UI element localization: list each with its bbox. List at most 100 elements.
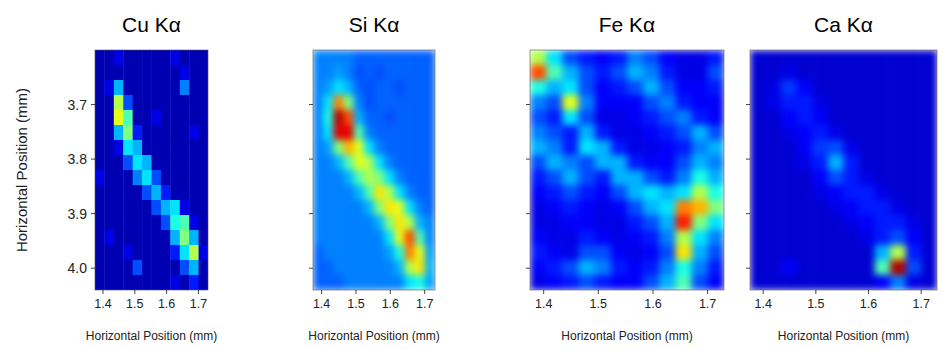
heatmap-cell: [906, 185, 922, 200]
heatmap-cell: [562, 50, 579, 65]
heatmap-cell: [95, 140, 105, 155]
heatmap-cell: [546, 245, 563, 260]
heatmap-cell: [844, 50, 860, 65]
heatmap-cells: [530, 50, 724, 290]
heatmap-cell: [394, 110, 405, 125]
heatmap-cell: [692, 260, 709, 275]
heatmap-cell: [152, 245, 162, 260]
heatmap-cell: [323, 200, 334, 215]
heatmap-cell: [659, 125, 676, 140]
heatmap-cell: [384, 50, 395, 65]
heatmap-cells: [313, 50, 435, 290]
heatmap-cell: [152, 275, 162, 290]
y-tick: [309, 268, 313, 269]
heatmap-cell: [781, 140, 797, 155]
heatmap-cell: [530, 215, 547, 230]
heatmap-cell: [323, 275, 334, 290]
heatmap-cell: [95, 260, 105, 275]
heatmap-cell: [546, 140, 563, 155]
heatmap-cell: [189, 275, 199, 290]
heatmap-cell: [921, 110, 937, 125]
heatmap-cell: [95, 110, 105, 125]
heatmap-cell: [530, 275, 547, 290]
heatmap-cell: [405, 170, 416, 185]
heatmap-cell: [104, 215, 114, 230]
heatmap-cell: [142, 50, 152, 65]
x-tick-label: 1.7: [190, 297, 207, 311]
heatmap-cell: [530, 110, 547, 125]
heatmap-cell: [595, 230, 612, 245]
heatmap-cell: [659, 155, 676, 170]
heatmap-cell: [333, 50, 344, 65]
x-tick: [652, 290, 653, 294]
heatmap-cell: [828, 140, 844, 155]
heatmap-cell: [123, 95, 133, 110]
heatmap-cell: [611, 95, 628, 110]
heatmap-cell: [313, 260, 324, 275]
heatmap-cell: [643, 275, 660, 290]
heatmap-cell: [333, 215, 344, 230]
heatmap-cell: [546, 185, 563, 200]
heatmap-cell: [579, 245, 596, 260]
heatmap-cell: [627, 65, 644, 80]
heatmap-cell: [766, 65, 782, 80]
heatmap-cell: [170, 200, 180, 215]
heatmap-cell: [374, 140, 385, 155]
heatmap-cell: [95, 95, 105, 110]
heatmap-cell: [562, 185, 579, 200]
heatmap-cell: [170, 125, 180, 140]
heatmap-cell: [921, 170, 937, 185]
heatmap-cell: [170, 260, 180, 275]
heatmap-cell: [562, 260, 579, 275]
heatmap-cell: [405, 140, 416, 155]
heatmap-cell: [394, 275, 405, 290]
heatmap-cell: [921, 275, 937, 290]
heatmap-cell: [890, 80, 906, 95]
heatmap-cell: [859, 245, 875, 260]
heatmap-cell: [611, 65, 628, 80]
heatmap-cell: [921, 95, 937, 110]
heatmap-cell: [708, 185, 724, 200]
heatmap-cell: [405, 110, 416, 125]
heatmap-cell: [123, 260, 133, 275]
heatmap-cell: [180, 185, 190, 200]
heatmap-cell: [627, 230, 644, 245]
heatmap-cell: [812, 110, 828, 125]
heatmap-cell: [708, 95, 724, 110]
heatmap-cell: [161, 65, 171, 80]
heatmap-cell: [921, 245, 937, 260]
heatmap-cell: [659, 170, 676, 185]
heatmap-cell: [766, 185, 782, 200]
heatmap-cell: [611, 230, 628, 245]
heatmap-cell: [123, 185, 133, 200]
heatmap-cell: [530, 230, 547, 245]
heatmap-cell: [676, 260, 693, 275]
heatmap-cell: [374, 170, 385, 185]
heatmap-cell: [812, 65, 828, 80]
heatmap-cell: [354, 260, 365, 275]
heatmap-cell: [708, 125, 724, 140]
heatmap-cell: [546, 170, 563, 185]
heatmap-cell: [415, 110, 426, 125]
y-axis-label: Horizontal Position (mm): [13, 88, 30, 252]
heatmap-cell: [643, 125, 660, 140]
heatmap-cell: [142, 125, 152, 140]
heatmap-cell: [415, 80, 426, 95]
heatmap-cell: [844, 155, 860, 170]
heatmap-cell: [611, 125, 628, 140]
heatmap-cell: [133, 215, 143, 230]
heatmap-cell: [627, 215, 644, 230]
heatmap-cell: [921, 125, 937, 140]
heatmap-cell: [161, 110, 171, 125]
heatmap-cell: [659, 95, 676, 110]
heatmap-cell: [161, 50, 171, 65]
heatmap-cell: [104, 110, 114, 125]
heatmap-cells: [750, 50, 937, 290]
heatmap-cell: [384, 65, 395, 80]
heatmap-cell: [405, 275, 416, 290]
heatmap-cell: [104, 80, 114, 95]
heatmap-cell: [180, 200, 190, 215]
heatmap-cell: [859, 140, 875, 155]
heatmap-cell: [659, 245, 676, 260]
heatmap-cell: [611, 155, 628, 170]
